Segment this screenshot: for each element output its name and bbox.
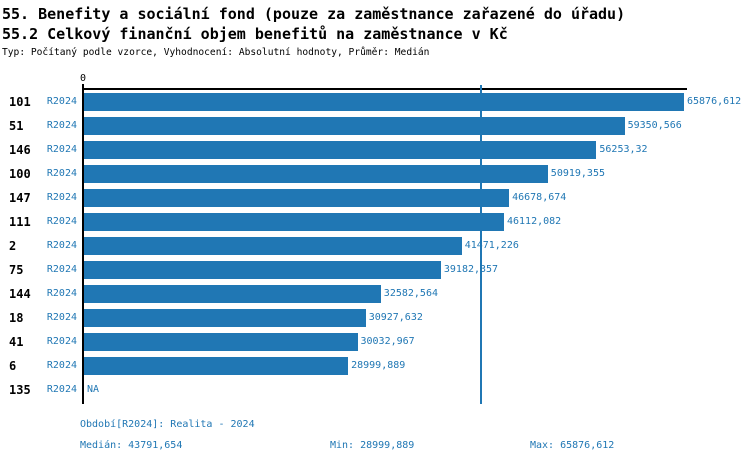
- chart-row: 111 R2024 46112,082: [0, 210, 750, 234]
- bar-value-label: NA: [87, 384, 100, 395]
- chart-row: 6 R2024 28999,889: [0, 354, 750, 378]
- bar: [84, 285, 381, 303]
- footer-median-label: Medián: 43791,654: [80, 440, 183, 451]
- row-series-label: R2024: [46, 168, 77, 179]
- bar: [84, 189, 510, 207]
- row-series-label: R2024: [46, 240, 77, 251]
- row-category-label: 6: [9, 359, 17, 373]
- row-category-label: 51: [9, 119, 24, 133]
- bar-value-label: 59350,566: [627, 120, 682, 131]
- bar: [84, 309, 366, 327]
- chart-row: 41 R2024 30032,967: [0, 330, 750, 354]
- chart-subtitle: Typ: Počítaný podle vzorce, Vyhodnocení:…: [2, 47, 430, 58]
- x-axis-line: [82, 88, 687, 90]
- bar-value-label: 65876,612: [687, 96, 742, 107]
- row-series-label: R2024: [46, 96, 77, 107]
- row-series-label: R2024: [46, 144, 77, 155]
- bar: [84, 165, 548, 183]
- x-axis-zero-tick-label: 0: [79, 73, 87, 84]
- row-series-label: R2024: [46, 336, 77, 347]
- bar-value-label: 46112,082: [507, 216, 562, 227]
- bar: [84, 213, 504, 231]
- bar: [84, 117, 625, 135]
- bar: [84, 333, 358, 351]
- bar-value-label: 39182,357: [443, 264, 499, 275]
- chart-title-line2: 55.2 Celkový finanční objem benefitů na …: [2, 25, 508, 43]
- bar: [84, 237, 462, 255]
- bar: [84, 261, 441, 279]
- row-series-label: R2024: [46, 384, 77, 395]
- bar-value-label: 32582,564: [383, 288, 438, 299]
- chart-row: 101 R2024 65876,612: [0, 90, 750, 114]
- footer-max-label: Max: 65876,612: [530, 440, 615, 451]
- row-series-label: R2024: [46, 120, 77, 131]
- footer-period-label: Období[R2024]: Realita - 2024: [80, 419, 255, 430]
- chart-rows: 101 R2024 65876,612 51 R2024 59350,566 1…: [0, 90, 750, 402]
- bar-value-label: 41471,226: [464, 240, 519, 251]
- median-line: [479, 85, 482, 404]
- bar-value-label: 30927,632: [368, 312, 423, 323]
- row-category-label: 101: [9, 95, 31, 109]
- chart-row: 51 R2024 59350,566: [0, 114, 750, 138]
- row-series-label: R2024: [46, 192, 77, 203]
- bar-value-label: 46678,674: [512, 192, 567, 203]
- bar: [84, 141, 597, 159]
- bar-value-label: 56253,32: [599, 144, 648, 155]
- chart-row: 75 R2024 39182,357: [0, 258, 750, 282]
- chart-row: 100 R2024 50919,355: [0, 162, 750, 186]
- chart-row: 144 R2024 32582,564: [0, 282, 750, 306]
- row-category-label: 100: [9, 167, 31, 181]
- row-category-label: 144: [9, 287, 31, 301]
- row-category-label: 18: [9, 311, 24, 325]
- footer-min-label: Min: 28999,889: [330, 440, 415, 451]
- row-category-label: 2: [9, 239, 17, 253]
- chart-row: 2 R2024 41471,226: [0, 234, 750, 258]
- bar: [84, 357, 349, 375]
- row-category-label: 111: [9, 215, 31, 229]
- bar-value-label: 30032,967: [360, 336, 415, 347]
- bar: [84, 93, 684, 111]
- y-axis-line: [82, 84, 84, 404]
- row-series-label: R2024: [46, 264, 77, 275]
- bar-value-label: 28999,889: [351, 360, 406, 371]
- chart-title-line1: 55. Benefity a sociální fond (pouze za z…: [2, 5, 626, 23]
- chart-row: 146 R2024 56253,32: [0, 138, 750, 162]
- row-series-label: R2024: [46, 360, 77, 371]
- row-category-label: 147: [9, 191, 31, 205]
- bar-value-label: 50919,355: [550, 168, 605, 179]
- chart-row: 18 R2024 30927,632: [0, 306, 750, 330]
- chart-row: 147 R2024 46678,674: [0, 186, 750, 210]
- row-category-label: 135: [9, 383, 31, 397]
- row-series-label: R2024: [46, 216, 77, 227]
- row-category-label: 146: [9, 143, 31, 157]
- row-category-label: 41: [9, 335, 24, 349]
- row-category-label: 75: [9, 263, 24, 277]
- chart-row: 135 R2024 NA: [0, 378, 750, 402]
- row-series-label: R2024: [46, 288, 77, 299]
- row-series-label: R2024: [46, 312, 77, 323]
